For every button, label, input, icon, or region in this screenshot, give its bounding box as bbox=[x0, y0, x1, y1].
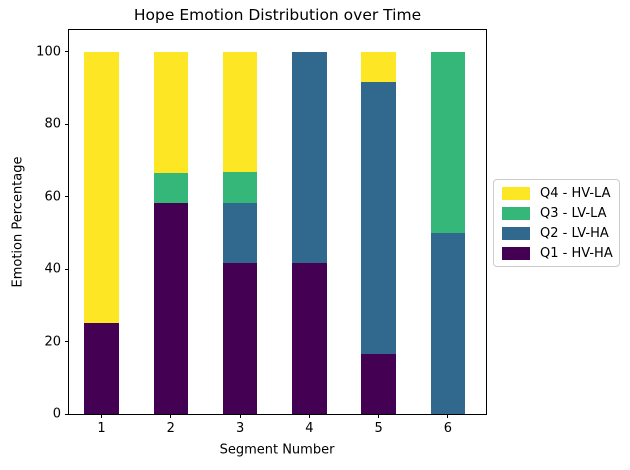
bar-segment bbox=[361, 81, 396, 354]
bar-segment bbox=[292, 263, 327, 414]
x-tick-mark bbox=[447, 414, 449, 418]
bar-segment bbox=[292, 51, 327, 264]
plot-area: 0 20 40 60 80 100 1 2 3 4 5 6 bbox=[36, 29, 487, 435]
y-tick-label: 0 bbox=[52, 406, 61, 422]
bar-segment bbox=[153, 172, 189, 203]
bar-segment bbox=[153, 51, 189, 173]
bar-segment bbox=[84, 51, 119, 324]
x-tick-label: 4 bbox=[305, 421, 314, 436]
x-tick-mark bbox=[308, 414, 310, 418]
bar-segment bbox=[361, 51, 396, 82]
x-tick-label: 1 bbox=[97, 421, 106, 436]
legend-item: Q2 - LV-HA bbox=[494, 226, 619, 241]
y-axis-label: Emotion Percentage bbox=[10, 156, 26, 288]
y-tick-mark bbox=[65, 413, 69, 415]
bar-segment bbox=[153, 202, 189, 414]
bar-segment bbox=[222, 202, 258, 264]
y-tick-mark bbox=[65, 196, 69, 198]
x-axis-label: Segment Number bbox=[219, 442, 335, 458]
x-tick-label: 3 bbox=[235, 421, 245, 436]
y-tick-mark bbox=[65, 341, 69, 343]
x-tick-label: 2 bbox=[166, 421, 175, 436]
legend-item: Q3 - LV-LA bbox=[494, 206, 619, 221]
y-tick-mark bbox=[65, 268, 69, 270]
y-tick-label: 60 bbox=[44, 189, 61, 205]
y-tick-label: 80 bbox=[44, 116, 61, 132]
bar-segment bbox=[84, 323, 119, 414]
legend: Q4 - HV-LA Q3 - LV-LA Q2 - LV-HA Q1 - HV-HA bbox=[493, 179, 620, 267]
legend-swatch-icon bbox=[502, 186, 530, 200]
legend-swatch-icon bbox=[502, 246, 530, 260]
x-tick-mark bbox=[101, 414, 103, 418]
y-tick-label: 40 bbox=[44, 261, 61, 277]
legend-swatch-icon bbox=[502, 226, 530, 240]
bar-segment bbox=[430, 51, 466, 233]
y-tick-mark bbox=[65, 123, 69, 125]
legend-label: Q3 - LV-LA bbox=[540, 205, 607, 221]
legend-label: Q2 - LV-HA bbox=[540, 225, 609, 241]
legend-label: Q1 - HV-HA bbox=[540, 245, 613, 261]
y-tick-label: 100 bbox=[36, 44, 61, 60]
y-tick-label: 20 bbox=[44, 334, 61, 350]
y-tick-mark bbox=[65, 51, 69, 53]
x-tick-label: 5 bbox=[374, 421, 383, 436]
bar-segment bbox=[361, 353, 396, 414]
legend-item: Q1 - HV-HA bbox=[494, 246, 619, 261]
x-tick-mark bbox=[170, 414, 172, 418]
bar-segment bbox=[430, 232, 466, 414]
x-tick-label: 6 bbox=[443, 421, 453, 436]
bar-segment bbox=[222, 172, 258, 203]
x-tick-mark bbox=[239, 414, 241, 418]
bar-segment bbox=[222, 51, 258, 173]
legend-swatch-icon bbox=[502, 206, 530, 220]
bar-segment bbox=[222, 263, 258, 414]
x-tick-mark bbox=[378, 414, 380, 418]
legend-item: Q4 - HV-LA bbox=[494, 186, 619, 201]
legend-label: Q4 - HV-LA bbox=[540, 185, 611, 201]
chart-title: Hope Emotion Distribution over Time bbox=[133, 6, 422, 24]
